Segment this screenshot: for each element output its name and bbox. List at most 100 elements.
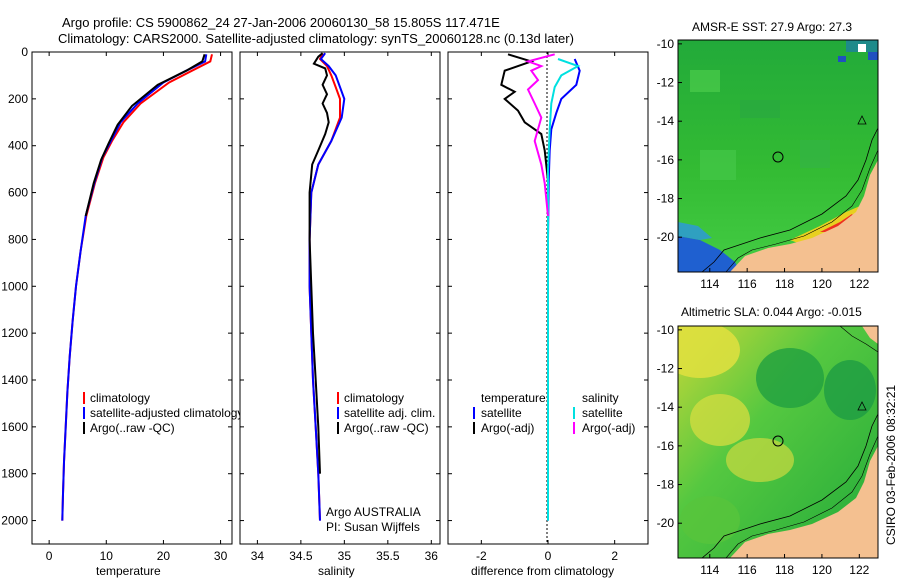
land-mass [730,160,878,272]
map-y-tick-label: -12 [657,76,675,90]
map-y-tick-label: -12 [657,362,675,376]
sst-cool-water-edge [678,222,712,240]
difference-series [500,53,581,521]
depth-tick-label: 1000 [1,279,28,293]
temperature-axes-box [31,51,233,545]
legend-label-satellite-adj: satellite adj. clim. [344,406,435,420]
sla-high-anomaly [690,394,750,446]
bathymetry-contour [701,413,878,558]
difference-legend: temperature satellite Argo(-adj) salinit… [473,391,635,435]
sla-map-frame [677,325,879,559]
land-mass-top [862,326,878,344]
series-line-salinity-satellite [547,58,581,521]
map-y-tick-label: -20 [657,516,675,530]
legend-label-sal-argo: Argo(-adj) [582,421,635,435]
legend-label-climatology: climatology [90,391,150,405]
map-y-tick-label: -20 [657,230,675,244]
sst-hot-band [820,214,856,232]
map-y-tick-label: -16 [657,439,675,453]
series-line-satellite-adj-clim- [308,52,346,521]
x-tick-label: 34.5 [289,549,313,563]
x-tick-label: 34 [251,549,265,563]
temperature-series [61,53,213,521]
depth-tick-label: 200 [8,92,28,106]
depth-tick-label: 1200 [1,326,28,340]
sst-cloud [868,52,878,60]
sst-map-ticks: 114 116 118 120 122 -10 -12 -14 -16 -18 -20 [657,37,870,291]
argo-position-marker [772,435,784,447]
legend-label-climatology: climatology [344,391,404,405]
temperature-xlabel: temperature [96,564,161,578]
map-x-tick-label: 122 [849,277,869,291]
sla-map-ticks: 114 116 118 120 122 -10 -12 -14 -16 -18 -20 [657,323,870,577]
island-marker [857,401,867,411]
salinity-xlabel: salinity [318,564,355,578]
map-x-tick-label: 120 [812,563,832,577]
difference-panel: -2 0 2 temperature satellite Argo(-adj) sa… [447,51,649,578]
x-tick-label: -2 [476,549,487,563]
series-line-argo-raw-qc- [84,53,206,217]
land-mass [730,446,878,558]
argo-pi-label: PI: Susan Wijffels [326,520,420,534]
bathymetry-contour [701,127,878,272]
depth-tick-label: 1400 [1,373,28,387]
map-y-tick-label: -14 [657,114,675,128]
depth-tick-label: 1800 [1,467,28,481]
x-tick-label: 20 [157,549,171,563]
argo-institution-label: Argo AUSTRALIA [326,505,421,519]
sst-cool-water [678,236,740,272]
sla-low-anomaly [824,360,876,420]
map-y-tick-label: -14 [657,400,675,414]
salinity-panel: 34 34.5 35 35.5 36 climatology satellite adj… [239,51,441,578]
difference-depth-ticks [448,51,648,522]
legend-label-argo: Argo(..raw -QC) [90,421,175,435]
x-tick-label: 0 [46,549,53,563]
legend-header-temperature: temperature [481,391,546,405]
sla-map: Altimetric SLA: 0.044 Argo: -0.015 114 11… [657,305,879,577]
sla-low-anomaly [756,348,824,408]
map-x-tick-label: 116 [738,277,757,291]
sst-patch [690,70,720,92]
legend-label-satellite-adjusted: satellite-adjusted climatology [90,406,243,420]
map-x-tick-label: 118 [775,563,794,577]
sla-high-anomaly [678,326,740,378]
temperature-axis-ticks: 0 10 20 30 [46,52,228,563]
sst-cloud [838,56,846,62]
x-tick-label: 2 [611,549,618,563]
legend-header-salinity: salinity [582,391,619,405]
map-x-tick-label: 122 [849,563,869,577]
x-tick-label: 30 [214,549,228,563]
sla-high-anomaly [726,438,794,482]
map-x-tick-label: 114 [700,563,719,577]
depth-tick-label: 1600 [1,420,28,434]
map-x-tick-label: 116 [738,563,757,577]
sst-patch [740,100,780,118]
island-marker [857,115,867,125]
temperature-legend: climatology satellite-adjusted climatolo… [83,391,243,435]
map-y-tick-label: -18 [657,192,675,206]
x-tick-label: 0 [545,549,552,563]
bathymetry-contour [725,435,878,558]
bathymetry-contour [839,326,878,353]
legend-label-temp-argo: Argo(-adj) [481,421,534,435]
depth-axis-ticks: 0 200 400 600 800 1000 1200 1400 1600 1800 2000 [1,45,232,528]
salinity-axis-ticks: 34 34.5 35 35.5 36 [251,52,438,563]
salinity-depth-ticks [240,51,440,522]
map-x-tick-label: 118 [775,277,794,291]
map-y-tick-label: -10 [657,323,675,337]
salinity-legend: climatology satellite adj. clim. Argo(..… [337,391,435,435]
sst-cloud [858,44,866,52]
sla-mid-anomaly [680,496,740,544]
series-line-temperature-argo-adj- [500,53,549,240]
depth-tick-label: 400 [8,139,28,153]
sla-map-title: Altimetric SLA: 0.044 Argo: -0.015 [681,305,862,319]
x-tick-label: 35.5 [376,549,400,563]
figure-title-line1: Argo profile: CS 5900862_24 27-Jan-2006 … [62,15,500,30]
sst-warm-band [790,206,860,246]
difference-axis-ticks: -2 0 2 [476,52,618,563]
series-line-argo-raw-qc- [308,52,330,474]
sst-map-frame [677,39,879,273]
figure-title-line2: Climatology: CARS2000. Satellite-adjuste… [58,31,574,46]
legend-label-temp-satellite: satellite [481,406,522,420]
